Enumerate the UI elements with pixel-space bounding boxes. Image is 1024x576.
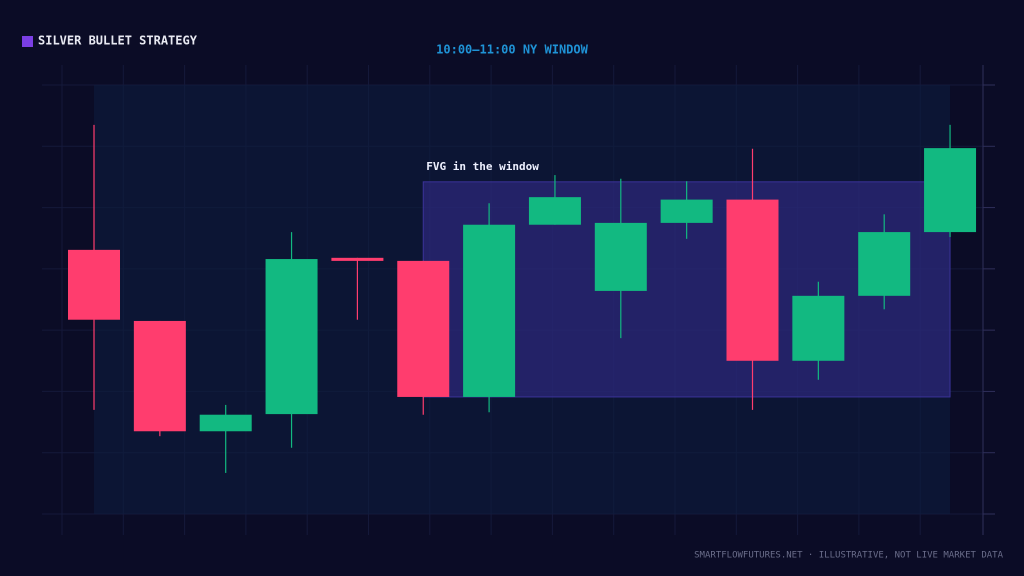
candle-body	[199, 414, 252, 432]
candle-body	[792, 295, 845, 361]
candle-body	[924, 148, 977, 233]
candle-body	[397, 260, 450, 397]
title-icon	[22, 36, 33, 47]
candle-body	[528, 197, 581, 225]
footer: SMARTFLOWFUTURES.NET · ILLUSTRATIVE, NOT…	[694, 551, 1003, 561]
candle-body	[463, 224, 516, 397]
candle-body	[726, 199, 779, 361]
candle-body	[265, 259, 318, 415]
chart-title: SILVER BULLET STRATEGY	[38, 34, 198, 48]
window-label: 10:00–11:00 NY WINDOW	[436, 43, 588, 57]
candle-body	[594, 222, 647, 291]
candle-body	[858, 232, 911, 296]
candle-body	[660, 199, 713, 223]
candle-body	[331, 257, 384, 261]
candle-body	[133, 320, 186, 432]
candle-body	[68, 249, 120, 320]
fvg-label: FVG in the window	[426, 160, 539, 173]
